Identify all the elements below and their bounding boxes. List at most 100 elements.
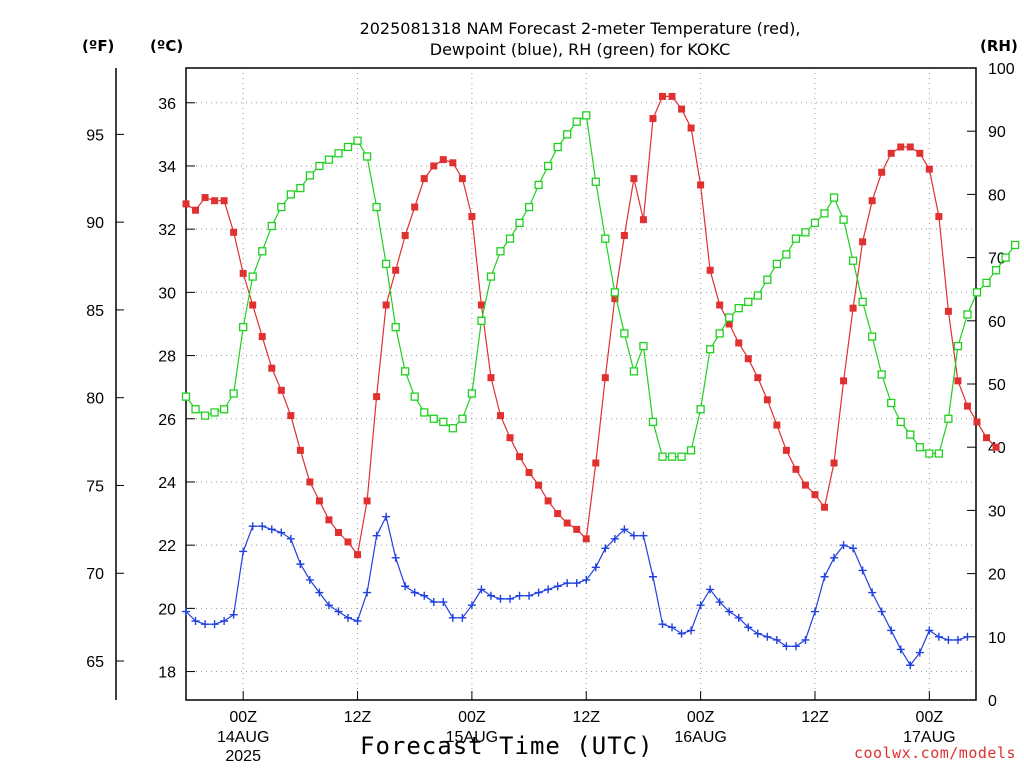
temperature-point [821, 503, 829, 511]
dewpoint-point [372, 531, 381, 540]
dewpoint-point [906, 661, 915, 670]
temperature-point [706, 266, 714, 274]
rh-point [467, 389, 477, 398]
rh-point [991, 266, 1001, 275]
dewpoint-point [810, 607, 819, 616]
temperature-point [678, 105, 686, 113]
temperature-point [878, 168, 886, 176]
rh-point [801, 228, 810, 237]
rh-point [972, 288, 982, 297]
temperature-point [544, 497, 552, 505]
temperature-point [411, 203, 419, 211]
dewpoint-line [185, 514, 968, 667]
temperature-point [306, 478, 314, 486]
fahrenheit-tick-label: 85 [86, 303, 104, 320]
rh-point [610, 288, 619, 297]
dewpoint-point [753, 629, 762, 638]
dewpoint-point [791, 642, 800, 651]
temperature-point [782, 446, 790, 454]
rh-point [658, 452, 667, 461]
dewpoint-point [591, 563, 600, 572]
dewpoint-point [286, 534, 295, 543]
dewpoint-point [344, 613, 353, 622]
rh-point [944, 414, 953, 423]
dewpoint-point [391, 553, 400, 562]
dewpoint-point [839, 541, 848, 550]
rh-point [810, 218, 820, 227]
dewpoint-point [629, 531, 638, 540]
dewpoint-point [572, 579, 581, 588]
temperature-point [182, 200, 190, 208]
rh-point [906, 430, 915, 439]
dewpoint-point [401, 582, 410, 591]
rh-point [772, 259, 782, 269]
rh-point [601, 234, 610, 243]
celsius-tick-label: 20 [158, 601, 176, 618]
temperature-point [535, 481, 543, 489]
temperature-point [859, 238, 867, 246]
celsius-tick-label: 32 [158, 222, 176, 239]
dewpoint-point [229, 610, 238, 619]
dewpoint-point [277, 528, 286, 537]
rh-point [277, 202, 286, 212]
rh-point [696, 405, 705, 414]
temperature-point [325, 516, 333, 524]
rh-point [763, 275, 772, 284]
fahrenheit-unit-label: (ºF) [82, 37, 115, 55]
x-tick-label: 12Z [344, 709, 372, 726]
rh-point [505, 234, 515, 243]
dewpoint-point [296, 560, 305, 569]
dewpoint-point [782, 642, 791, 651]
dewpoint-point [687, 626, 696, 635]
temperature-point [716, 301, 724, 309]
temperature-point [897, 143, 905, 151]
temperature-point [649, 115, 657, 123]
dewpoint-point [744, 623, 753, 632]
temperature-point [458, 175, 466, 183]
rh-point [181, 392, 191, 401]
rh-point [229, 389, 238, 398]
temperature-point [296, 446, 304, 454]
rh-point [305, 171, 315, 180]
rh-point [200, 411, 210, 420]
rh-point [486, 272, 496, 281]
dewpoint-point [553, 582, 562, 591]
temperature-point [496, 412, 504, 420]
rh-point [420, 408, 429, 417]
rh-point [915, 443, 924, 452]
dewpoint-point [382, 512, 391, 521]
dewpoint-point [201, 620, 210, 629]
rh-point [744, 297, 753, 306]
rh-point [934, 449, 944, 458]
dewpoint-point [410, 588, 419, 597]
temperature-point [392, 266, 400, 274]
dewpoint-point [248, 522, 257, 531]
temperature-point [983, 434, 991, 442]
temperature-point [192, 206, 200, 214]
dewpoint-point [477, 585, 486, 594]
temperature-point [849, 304, 857, 312]
fahrenheit-tick-label: 65 [86, 654, 104, 671]
rh-point [620, 329, 629, 338]
rh-point [372, 202, 381, 212]
celsius-tick-label: 34 [158, 159, 176, 176]
rh-point [286, 190, 295, 199]
temperature-point [697, 181, 705, 189]
celsius-tick-label: 22 [158, 538, 176, 555]
plot-frame [185, 67, 977, 701]
temperature-point [906, 143, 914, 151]
dewpoint-point [525, 591, 534, 600]
dewpoint-point [458, 613, 467, 622]
temperature-point [334, 529, 342, 537]
x-axis-title: Forecast Time (UTC) [360, 732, 654, 760]
dewpoint-point [563, 579, 572, 588]
rh-point [791, 234, 801, 243]
temperature-point [773, 421, 781, 429]
rh-point [839, 215, 848, 224]
temperature-point [382, 301, 390, 309]
dewpoint-point [925, 626, 934, 635]
rh-point [362, 152, 372, 161]
rh-tick-label: 30 [988, 503, 1006, 520]
temperature-point [554, 510, 562, 518]
rh-point [829, 193, 839, 202]
